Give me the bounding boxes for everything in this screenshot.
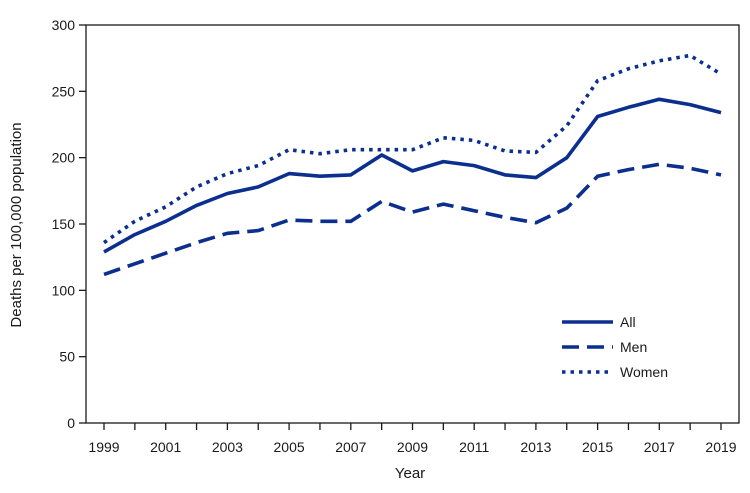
- x-tick-label: 2011: [459, 439, 489, 455]
- x-tick-label: 2015: [582, 439, 613, 455]
- y-tick-label: 300: [52, 17, 76, 33]
- x-tick-label: 2001: [150, 439, 181, 455]
- y-tick-label: 50: [59, 349, 75, 365]
- series-lines: [102, 53, 722, 277]
- y-tick-label: 150: [52, 216, 76, 232]
- legend-label-women: Women: [620, 364, 668, 380]
- x-tick-label: 2003: [212, 439, 243, 455]
- y-axis-title: Deaths per 100,000 population: [8, 122, 25, 327]
- y-tick-label: 0: [67, 415, 75, 431]
- x-tick-label: 2019: [705, 439, 736, 455]
- series-line-women: [102, 53, 722, 245]
- ticks: 0 50 100 150 200 250 300 1999 2001 2003 2005 2007 20…: [52, 17, 737, 455]
- x-tick-label: 2007: [335, 439, 366, 455]
- x-tick-label: 2013: [520, 439, 551, 455]
- legend-label-men: Men: [620, 339, 647, 355]
- y-tick-label: 250: [52, 83, 76, 99]
- series-line-all: [103, 97, 722, 254]
- y-tick-label: 100: [52, 282, 76, 298]
- x-axis-title: Year: [395, 465, 425, 482]
- series-line-men: [103, 162, 722, 277]
- x-tick-label: 2009: [397, 439, 428, 455]
- legend: All Men Women: [562, 314, 668, 380]
- x-tick-label: 1999: [88, 439, 119, 455]
- y-tick-label: 200: [52, 150, 76, 166]
- legend-label-all: All: [620, 314, 636, 330]
- x-tick-label: 2005: [274, 439, 305, 455]
- x-tick-label: 2017: [644, 439, 675, 455]
